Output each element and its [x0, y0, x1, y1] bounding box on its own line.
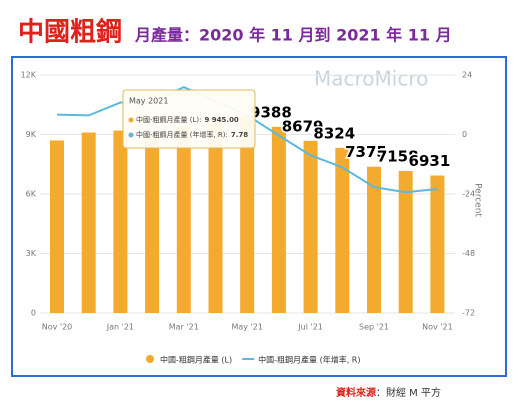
bar [430, 175, 445, 313]
title: 中國粗鋼 [18, 18, 122, 48]
bar [303, 140, 318, 313]
y-tick-label: 12K [21, 71, 37, 80]
legend-label: 中國-粗鋼月產量 (L) [160, 355, 232, 365]
tooltip-title: May 2021 [129, 97, 168, 106]
source-label: 資料來源 [336, 386, 376, 399]
bar [113, 130, 128, 313]
x-tick-label: May '21 [231, 323, 262, 332]
watermark: MacroMicro [314, 67, 428, 91]
x-tick-label: Mar '21 [169, 323, 199, 332]
legend-label: 中國-粗鋼月產量 (年增率, R) [258, 355, 360, 365]
source-text: ：財經 M 平方 [376, 386, 441, 399]
data-label: 9388 [250, 103, 292, 121]
x-tick-label: Jul '21 [297, 323, 323, 332]
tooltip-value: 9 945.00 [204, 116, 238, 124]
y2-tick-label: 0 [462, 130, 467, 139]
data-label: 7158 [377, 148, 419, 166]
tooltip-dot [128, 132, 134, 138]
x-tick-label: Nov '20 [42, 323, 73, 332]
x-tick-label: Jan '21 [106, 323, 134, 332]
y-tick-label: 0 [31, 309, 36, 318]
data-label: 8679 [282, 117, 324, 135]
y-tick-label: 3K [26, 249, 37, 258]
legend-swatch [146, 355, 154, 363]
tooltip-text: 中國-粗鋼月產量 (年增率, R): 7.78 [136, 130, 248, 139]
data-label: 8324 [313, 124, 355, 142]
bar [398, 171, 413, 313]
bar [208, 118, 223, 313]
tooltip-label: 中國-粗鋼月產量 (L): [136, 115, 201, 124]
y-tick-label: 6K [26, 190, 37, 199]
y2-tick-label: 24 [462, 71, 472, 80]
x-tick-label: Sep '21 [359, 323, 389, 332]
data-label: 7375 [345, 143, 387, 161]
tooltip-value: 7.78 [231, 131, 248, 139]
bar [145, 132, 160, 313]
bar [81, 132, 96, 313]
tooltip-text: 中國-粗鋼月產量 (L): 9 945.00 [136, 115, 239, 124]
y2-label: Percent [473, 183, 483, 217]
bar [335, 147, 350, 313]
x-tick-label: Nov '21 [422, 323, 453, 332]
subtitle: 月產量：2020 年 11 月到 2021 年 11 月 [134, 26, 452, 45]
bar [50, 140, 64, 313]
tooltip-label: 中國-粗鋼月產量 (年增率, R): [136, 130, 228, 139]
y-tick-label: 9K [26, 130, 37, 139]
tooltip: May 2021 中國-粗鋼月產量 (L): 9 945.00 中國-粗鋼月產量 (年… [122, 89, 256, 149]
y2-tick-label: -48 [462, 249, 475, 258]
data-label: 6931 [409, 152, 451, 170]
bar [271, 126, 286, 314]
tooltip-box [122, 89, 256, 149]
bar [240, 115, 255, 313]
tooltip-dot [128, 117, 134, 123]
bar [176, 126, 191, 313]
y2-tick-label: -72 [462, 309, 475, 318]
y2-tick-label: -24 [462, 190, 475, 199]
bar [367, 166, 381, 313]
